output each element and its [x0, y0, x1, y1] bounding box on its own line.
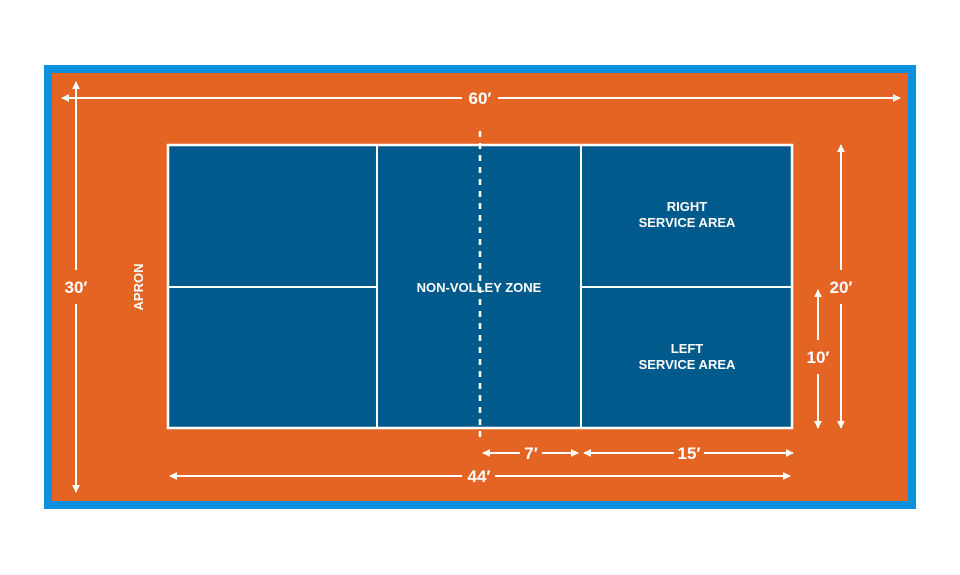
right-service-label-1: RIGHT: [667, 199, 708, 214]
right-service-label-2: SERVICE AREA: [639, 215, 736, 230]
dim-60: 60′: [469, 89, 492, 108]
non-volley-zone-label: NON-VOLLEY ZONE: [417, 280, 542, 295]
apron-label: APRON: [131, 264, 146, 311]
dim-7: 7′: [524, 444, 538, 463]
dim-30: 30′: [65, 278, 88, 297]
dim-15: 15′: [678, 444, 701, 463]
dim-44: 44′: [468, 467, 491, 486]
left-service-label-1: LEFT: [671, 341, 704, 356]
left-service-label-2: SERVICE AREA: [639, 357, 736, 372]
dim-10: 10′: [807, 348, 830, 367]
dim-20: 20′: [830, 278, 853, 297]
